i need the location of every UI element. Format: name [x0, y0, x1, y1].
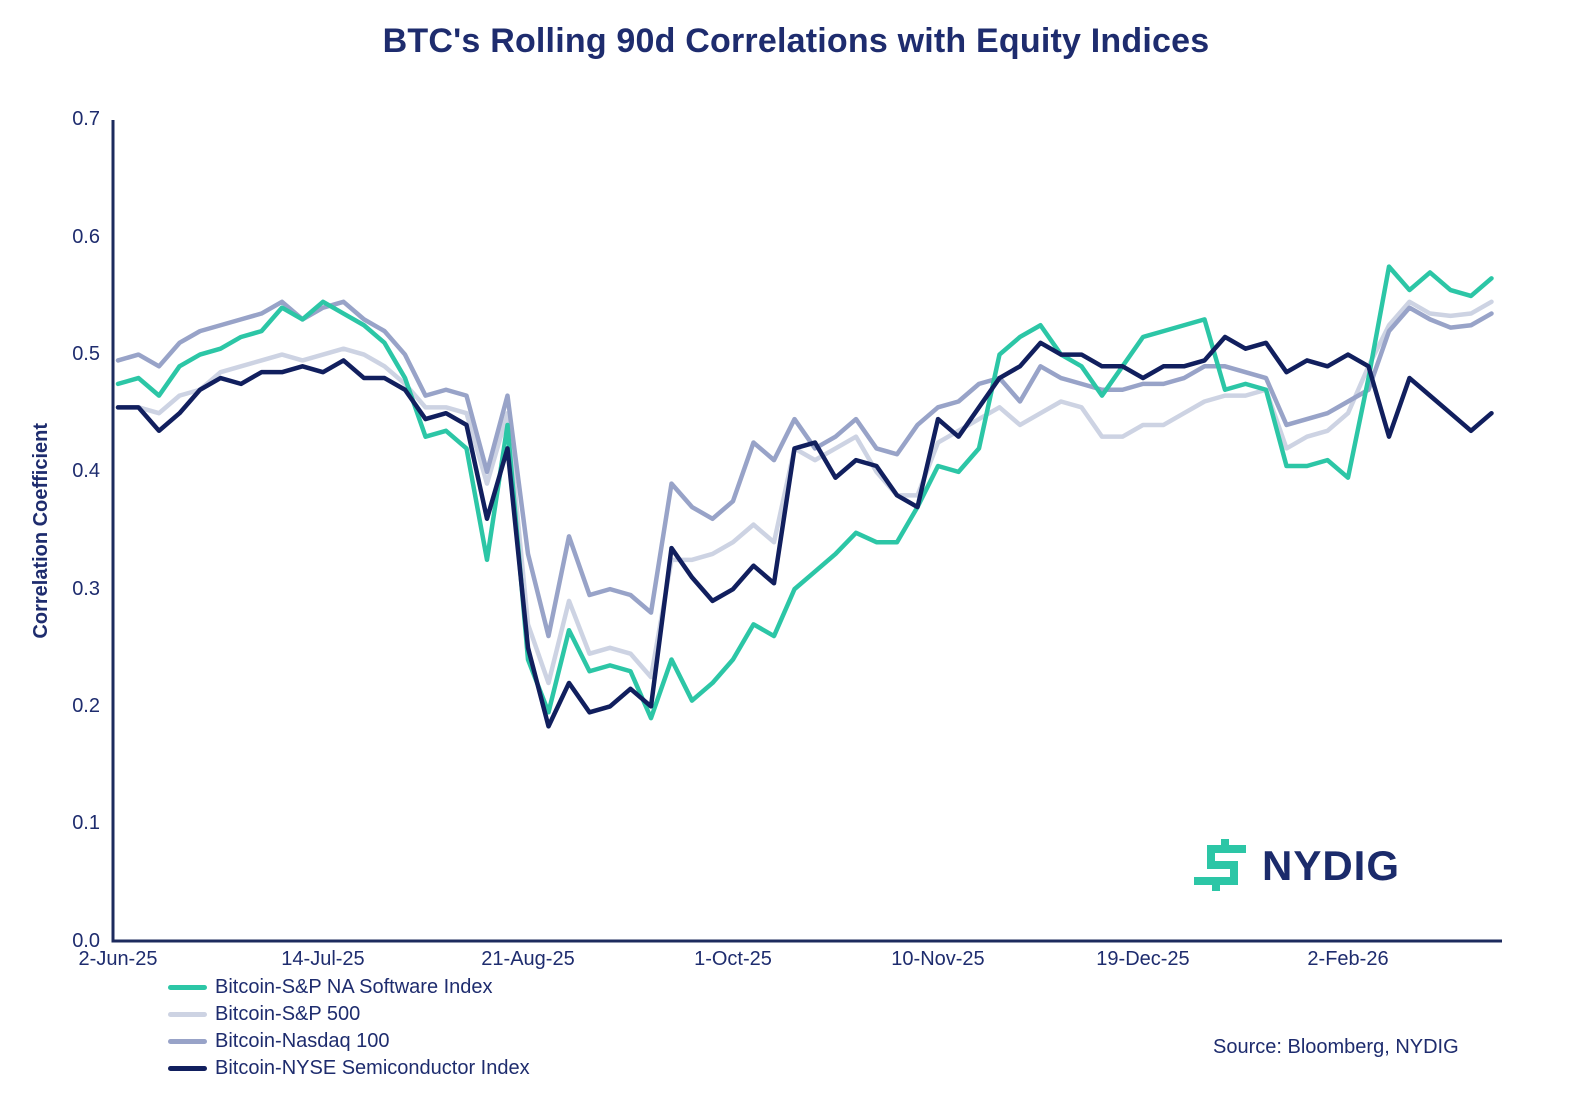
legend-label-sp-500: Bitcoin-S&P 500	[215, 1003, 361, 1025]
series-line-1	[115, 299, 1494, 686]
x-tick-19-dec-25: 19-Dec-25	[1096, 948, 1190, 970]
chart-legend: Bitcoin-S&P NA Software Index Bitcoin-S&…	[168, 974, 530, 1082]
x-tick-1-oct-25: 1-Oct-25	[694, 948, 772, 970]
legend-swatch-nasdaq-100	[168, 1039, 207, 1044]
legend-swatch-nyse-semiconductor	[168, 1066, 207, 1071]
x-tick-2-jun-25: 2-Jun-25	[78, 948, 158, 970]
nydig-logo: NYDIG	[1188, 834, 1400, 898]
y-tick-0.0: 0.0	[72, 930, 100, 952]
series-line-3	[115, 334, 1494, 729]
y-tick-0.5: 0.5	[72, 343, 100, 365]
y-tick-0.7: 0.7	[72, 108, 100, 130]
x-tick-14-jul-25: 14-Jul-25	[281, 948, 365, 970]
legend-item-sp-500: Bitcoin-S&P 500	[168, 1001, 530, 1028]
legend-swatch-sp-500	[168, 1012, 207, 1017]
series-line-0	[115, 264, 1494, 721]
nydig-logo-text: NYDIG	[1262, 842, 1401, 889]
legend-item-nasdaq-100: Bitcoin-Nasdaq 100	[168, 1028, 530, 1055]
y-tick-0.3: 0.3	[72, 578, 100, 600]
x-tick-10-nov-25: 10-Nov-25	[891, 948, 985, 970]
legend-item-sp-na-software: Bitcoin-S&P NA Software Index	[168, 974, 530, 1001]
y-tick-0.1: 0.1	[72, 812, 100, 834]
source-attribution: Source: Bloomberg, NYDIG	[1213, 1036, 1459, 1058]
y-tick-0.4: 0.4	[72, 460, 100, 482]
legend-item-nyse-semiconductor: Bitcoin-NYSE Semiconductor Index	[168, 1055, 530, 1082]
y-tick-0.6: 0.6	[72, 226, 100, 248]
legend-label-sp-na-software: Bitcoin-S&P NA Software Index	[215, 976, 493, 998]
x-tick-21-aug-25: 21-Aug-25	[481, 948, 575, 970]
legend-label-nyse-semiconductor: Bitcoin-NYSE Semiconductor Index	[215, 1057, 530, 1079]
y-tick-0.2: 0.2	[72, 695, 100, 717]
chart-title: BTC's Rolling 90d Correlations with Equi…	[382, 22, 1210, 60]
series-line-2	[115, 299, 1494, 639]
legend-swatch-sp-na-software	[168, 985, 207, 990]
x-tick-2-feb-26: 2-Feb-26	[1307, 948, 1389, 970]
nydig-logo-icon	[1194, 839, 1246, 891]
legend-label-nasdaq-100: Bitcoin-Nasdaq 100	[215, 1030, 390, 1052]
